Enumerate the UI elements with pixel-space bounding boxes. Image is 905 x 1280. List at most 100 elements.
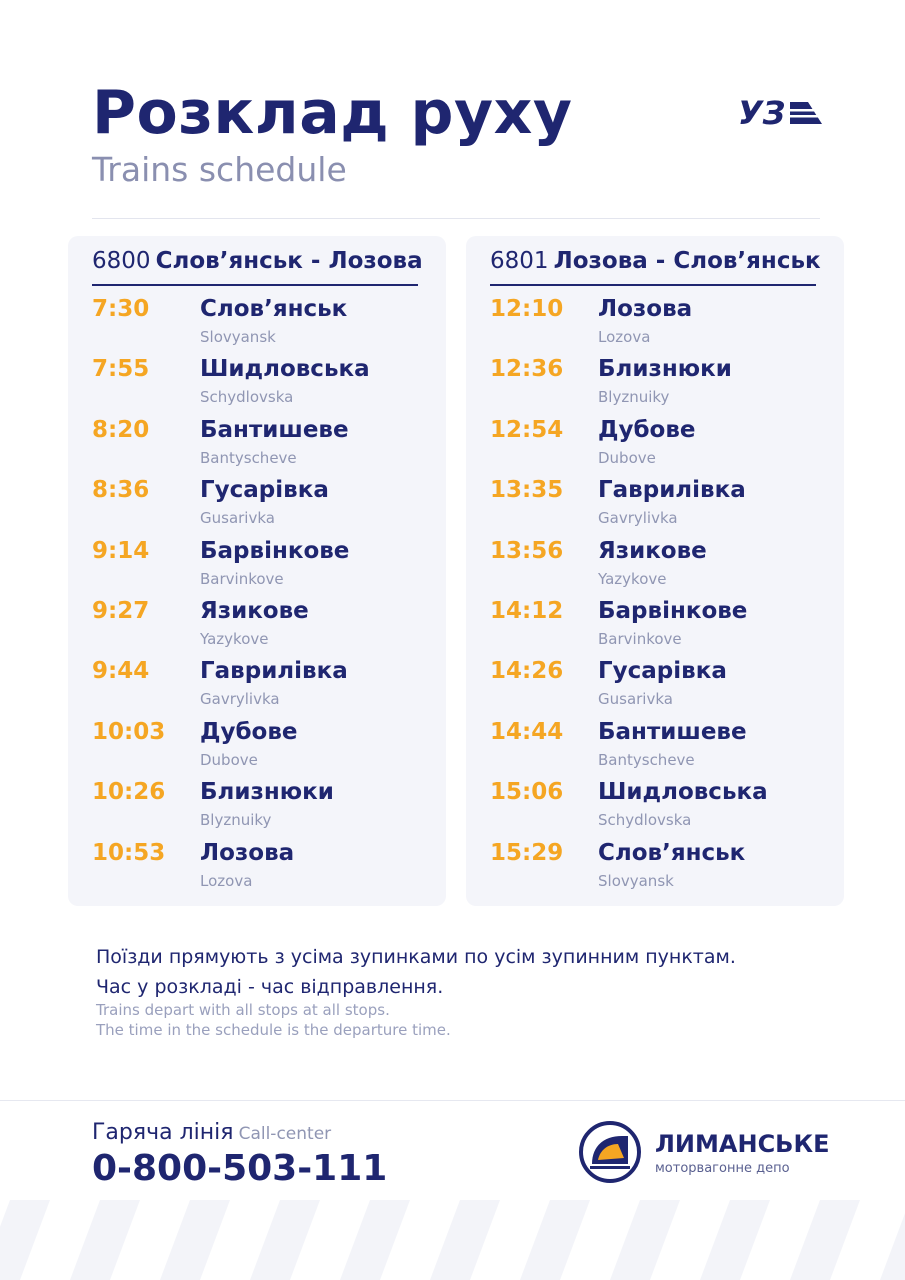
stop-name-latin: Blyznuiky [598,388,670,407]
route-name: Слов’янськ - Лозова [155,248,423,274]
stop-name-latin: Barvinkove [598,629,682,648]
stop-row: 12:10 Лозова Lozova [490,296,820,356]
stop-row: 7:30 Слов’янськ Slovyansk [92,296,422,356]
stop-name: Бантишеве [200,416,349,443]
stop-name-latin: Yazykove [200,629,269,648]
stop-name: Гусарівка [598,658,727,685]
departure-time: 12:10 [490,296,564,322]
departure-time: 10:03 [92,718,166,745]
stop-name-latin: Schydlovska [200,388,294,407]
stop-name: Шидловська [200,356,370,383]
note-en-stops: Trains depart with all stops at all stop… [96,1001,390,1019]
stop-name: Барвінкове [598,597,748,624]
depot-subtitle: моторвагонне депо [655,1161,790,1176]
departure-time: 10:53 [92,839,166,866]
departure-time: 7:30 [92,296,150,322]
stop-row: 13:35 Гаврилівка Gavrylivka [490,477,820,537]
stop-name: Барвінкове [200,537,350,564]
uz-logo: УЗ [738,94,822,132]
stop-row: 13:56 Язикове Yazykove [490,538,820,598]
departure-time: 14:26 [490,658,564,685]
stop-row: 9:27 Язикове Yazykove [92,598,422,658]
route-panel-6800: 6800 Слов’янськ - Лозова 7:30 Слов’янськ S… [68,236,446,906]
departure-time: 8:36 [92,477,150,504]
stop-name: Близнюки [598,356,732,383]
stop-name-latin: Lozova [200,871,253,890]
route-header: 6801 Лозова - Слов’янськ [490,248,821,286]
stop-name: Слов’янськ [200,296,348,322]
stops-list: 12:10 Лозова Lozova 12:36 Близнюки Blyznuiky… [490,296,820,900]
page-title: Розклад руху [92,78,573,148]
departure-time: 12:36 [490,356,564,383]
departure-time: 14:12 [490,597,564,624]
route-number: 6800 [92,248,151,274]
stop-row: 14:44 Бантишеве Bantyscheve [490,719,820,779]
departure-time: 12:54 [490,416,564,443]
stop-row: 12:54 Дубове Dubove [490,417,820,477]
stop-name-latin: Gavrylivka [200,690,280,709]
stop-name: Близнюки [200,779,334,806]
stop-name: Язикове [598,537,707,564]
stop-name: Лозова [200,839,295,866]
stop-name-latin: Blyznuiky [200,811,272,830]
hotline-phone[interactable]: 0-800-503-111 [92,1148,388,1189]
departure-time: 9:27 [92,597,150,624]
stop-row: 10:26 Близнюки Blyznuiky [92,779,422,839]
stop-name-latin: Barvinkove [200,569,284,588]
depot-name: ЛИМАНСЬКЕ [655,1130,830,1158]
stop-row: 9:44 Гаврилівка Gavrylivka [92,658,422,718]
departure-time: 14:44 [490,718,564,745]
stop-name: Бантишеве [598,718,747,745]
page-subtitle: Trains schedule [92,150,347,189]
stop-name-latin: Yazykove [598,569,667,588]
departure-time: 13:56 [490,537,564,564]
departure-time: 10:26 [92,779,166,806]
departure-time: 13:35 [490,477,564,504]
note-ua-time: Час у розкладі - час відправлення. [96,976,444,998]
stop-name-latin: Bantyscheve [598,750,695,769]
stop-name: Гаврилівка [200,658,348,685]
footer-divider [0,1100,905,1101]
decorative-stripes [0,1200,905,1280]
stop-name: Язикове [200,597,309,624]
stop-name-latin: Dubove [200,750,258,769]
note-ua-stops: Поїзди прямують з усіма зупинками по усі… [96,946,736,968]
departure-time: 8:20 [92,416,150,443]
stop-row: 15:06 Шидловська Schydlovska [490,779,820,839]
stop-name-latin: Schydlovska [598,811,692,830]
stop-row: 10:03 Дубове Dubove [92,719,422,779]
stop-name: Лозова [598,296,693,322]
stop-row: 7:55 Шидловська Schydlovska [92,356,422,416]
stop-name-latin: Dubove [598,448,656,467]
hotline-label-en: Call-center [238,1124,332,1144]
header-divider [92,218,820,219]
stop-name: Слов’янськ [598,839,746,866]
route-number: 6801 [490,248,549,274]
route-header: 6800 Слов’янськ - Лозова [92,248,423,286]
note-en-time: The time in the schedule is the departur… [96,1021,451,1039]
stop-row: 8:36 Гусарівка Gusarivka [92,477,422,537]
hotline-label: Гаряча лінія Call-center [92,1120,331,1145]
depot-logo-icon [579,1121,641,1183]
route-name: Лозова - Слов’янськ [553,248,821,274]
route-panel-6801: 6801 Лозова - Слов’янськ 12:10 Лозова Lozo… [466,236,844,906]
departure-time: 9:44 [92,658,150,685]
stop-row: 9:14 Барвінкове Barvinkove [92,538,422,598]
stops-list: 7:30 Слов’янськ Slovyansk 7:55 Шидловська Sc… [92,296,422,900]
stop-name: Дубове [598,416,696,443]
stop-row: 15:29 Слов’янськ Slovyansk [490,840,820,900]
stop-name: Шидловська [598,779,768,806]
stop-row: 8:20 Бантишеве Bantyscheve [92,417,422,477]
stop-name-latin: Bantyscheve [200,448,297,467]
stop-name-latin: Gavrylivka [598,509,678,528]
stop-name: Гусарівка [200,477,329,504]
departure-time: 7:55 [92,356,150,383]
departure-time: 9:14 [92,537,150,564]
stop-name-latin: Slovyansk [200,328,276,346]
stop-row: 14:12 Барвінкове Barvinkove [490,598,820,658]
stop-name: Дубове [200,718,298,745]
stop-name-latin: Gusarivka [598,690,673,709]
departure-time: 15:29 [490,839,564,866]
stop-name-latin: Slovyansk [598,871,674,890]
hotline-label-ua: Гаряча лінія [92,1120,234,1145]
